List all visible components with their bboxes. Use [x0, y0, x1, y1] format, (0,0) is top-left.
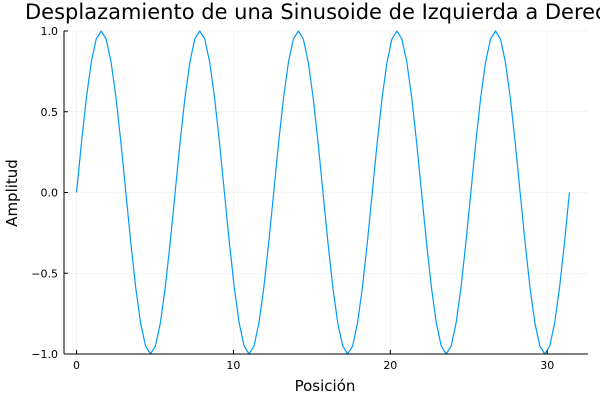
y-tick-label-1: −0.5 — [31, 267, 58, 280]
axes — [63, 30, 588, 355]
y-axis-label: Amplitud — [3, 159, 21, 227]
x-tick-label-0: 0 — [73, 359, 80, 372]
x-axis-label: Posición — [295, 377, 356, 395]
grid-lines — [64, 30, 588, 355]
tick-labels: 0 10 20 30 −1.0 −0.5 0.0 0.5 1.0 — [31, 25, 554, 372]
y-tick-label-4: 1.0 — [41, 25, 59, 38]
y-tick-label-0: −1.0 — [31, 348, 58, 361]
x-tick-label-3: 30 — [540, 359, 554, 372]
y-tick-label-2: 0.0 — [41, 187, 59, 200]
series-line-0 — [75, 30, 571, 355]
x-tick-label-1: 10 — [226, 359, 240, 372]
x-tick-label-2: 20 — [383, 359, 397, 372]
series-layer — [75, 30, 571, 355]
y-tick-label-3: 0.5 — [41, 106, 59, 119]
chart-title: Desplazamiento de una Sinusoide de Izqui… — [25, 0, 600, 24]
